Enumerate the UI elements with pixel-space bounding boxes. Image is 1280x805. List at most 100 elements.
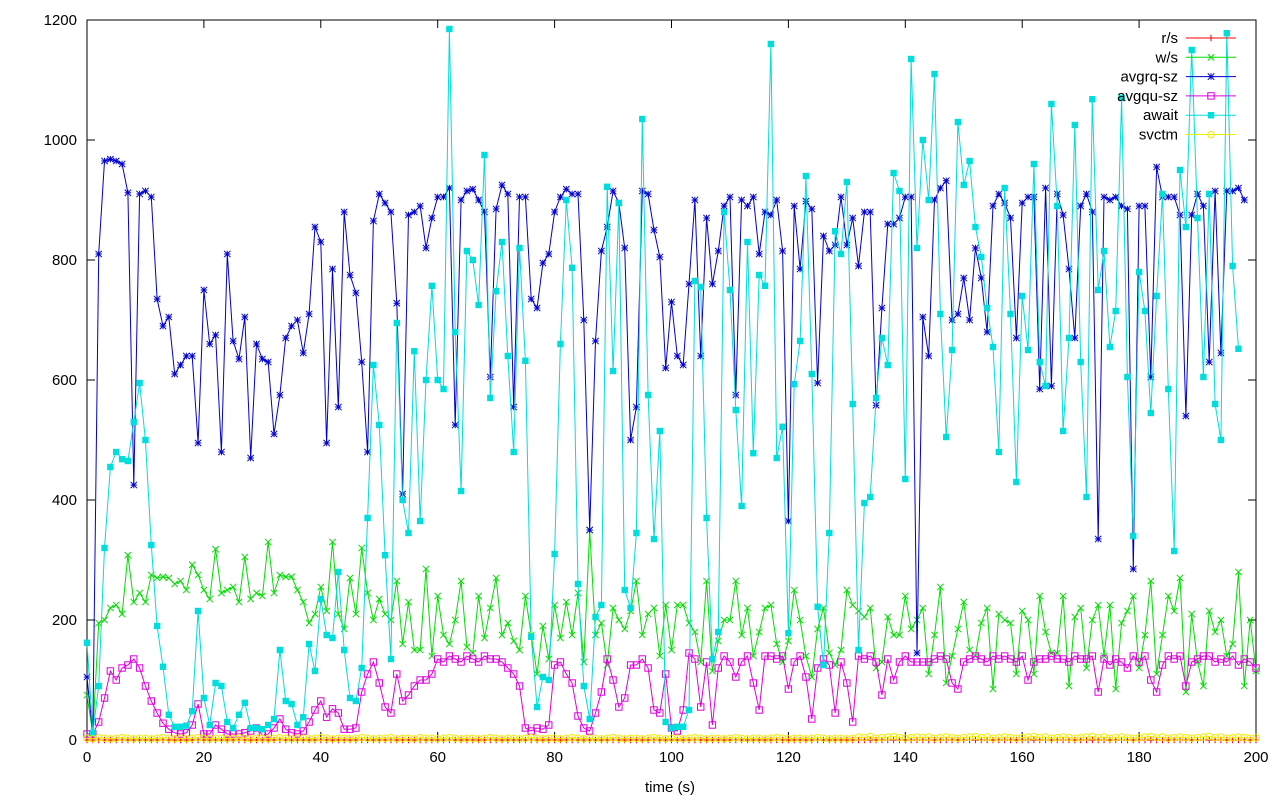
data-point bbox=[796, 265, 804, 273]
data-point bbox=[568, 631, 576, 639]
data-point bbox=[1006, 733, 1015, 742]
x-tick-label: 20 bbox=[196, 749, 213, 766]
data-point bbox=[796, 734, 804, 742]
data-point bbox=[428, 282, 436, 289]
data-point bbox=[943, 433, 950, 441]
data-point bbox=[1018, 607, 1026, 615]
data-point bbox=[322, 713, 331, 721]
data-point bbox=[305, 310, 313, 318]
data-point bbox=[901, 652, 909, 660]
data-point bbox=[604, 183, 611, 190]
data-point bbox=[1047, 734, 1056, 742]
data-point bbox=[469, 649, 477, 657]
data-point bbox=[1152, 733, 1161, 742]
data-point bbox=[930, 196, 939, 204]
data-point bbox=[229, 583, 237, 591]
data-point bbox=[171, 580, 179, 588]
data-point bbox=[568, 264, 576, 271]
data-point bbox=[480, 734, 489, 742]
data-point bbox=[539, 622, 547, 630]
data-point bbox=[977, 619, 985, 627]
data-point bbox=[522, 357, 529, 364]
data-point bbox=[276, 571, 284, 579]
data-point bbox=[633, 529, 640, 537]
data-point bbox=[650, 226, 658, 234]
data-point bbox=[1117, 658, 1126, 666]
data-point bbox=[685, 706, 693, 714]
data-point bbox=[410, 682, 419, 690]
data-point bbox=[107, 463, 114, 471]
data-point bbox=[650, 733, 658, 742]
data-point bbox=[545, 655, 553, 663]
data-point bbox=[814, 379, 822, 387]
data-point bbox=[919, 313, 927, 321]
data-point bbox=[668, 724, 675, 732]
data-point bbox=[1199, 733, 1208, 741]
data-point bbox=[439, 658, 448, 666]
data-point bbox=[299, 727, 307, 735]
data-point bbox=[106, 735, 115, 743]
data-point bbox=[451, 616, 459, 624]
data-point bbox=[632, 734, 641, 742]
data-point bbox=[609, 187, 617, 195]
data-point bbox=[621, 625, 629, 633]
data-point bbox=[703, 214, 711, 222]
data-point bbox=[1199, 682, 1207, 690]
data-point bbox=[866, 604, 874, 612]
data-point bbox=[516, 244, 523, 252]
data-point bbox=[989, 734, 997, 742]
data-point bbox=[340, 646, 348, 654]
data-point bbox=[539, 735, 547, 743]
data-point bbox=[995, 190, 1003, 198]
data-point bbox=[533, 304, 541, 312]
data-point bbox=[288, 573, 296, 581]
data-point bbox=[656, 709, 664, 717]
data-point bbox=[141, 734, 150, 742]
data-point bbox=[399, 496, 406, 504]
data-point bbox=[732, 673, 740, 681]
data-point bbox=[364, 448, 372, 456]
data-point bbox=[948, 316, 956, 324]
data-point bbox=[1030, 160, 1038, 168]
x-tick-label: 60 bbox=[429, 749, 446, 766]
data-point bbox=[650, 604, 658, 612]
data-point bbox=[434, 376, 441, 384]
data-point bbox=[287, 735, 296, 743]
data-point bbox=[206, 595, 214, 603]
data-point bbox=[282, 573, 290, 581]
data-point bbox=[404, 734, 413, 742]
data-point bbox=[995, 610, 1003, 618]
data-point bbox=[1036, 655, 1044, 663]
data-point bbox=[802, 673, 810, 681]
data-point bbox=[919, 604, 927, 612]
data-point bbox=[545, 734, 553, 742]
data-point bbox=[790, 658, 798, 666]
data-point bbox=[509, 734, 518, 742]
data-point bbox=[773, 733, 781, 742]
data-point bbox=[492, 205, 500, 213]
data-point bbox=[434, 193, 442, 201]
data-point bbox=[136, 379, 143, 387]
data-point bbox=[141, 682, 150, 690]
data-point bbox=[130, 598, 138, 606]
data-point bbox=[1135, 202, 1143, 210]
data-point bbox=[100, 694, 109, 702]
data-point bbox=[1130, 532, 1137, 540]
legend-item: avgrq-sz bbox=[1120, 69, 1236, 86]
data-point bbox=[989, 685, 997, 693]
data-point bbox=[737, 734, 746, 742]
data-point bbox=[334, 403, 342, 411]
data-point bbox=[831, 709, 839, 717]
data-point bbox=[732, 406, 739, 414]
data-point bbox=[708, 280, 716, 288]
data-point bbox=[305, 640, 313, 648]
data-point bbox=[562, 185, 570, 193]
data-point bbox=[889, 676, 898, 684]
data-point bbox=[837, 734, 845, 742]
data-point bbox=[556, 658, 565, 666]
series-line bbox=[86, 158, 1245, 735]
data-point bbox=[521, 734, 530, 742]
data-point bbox=[551, 550, 558, 558]
data-point bbox=[1176, 652, 1184, 660]
data-point bbox=[679, 361, 687, 369]
